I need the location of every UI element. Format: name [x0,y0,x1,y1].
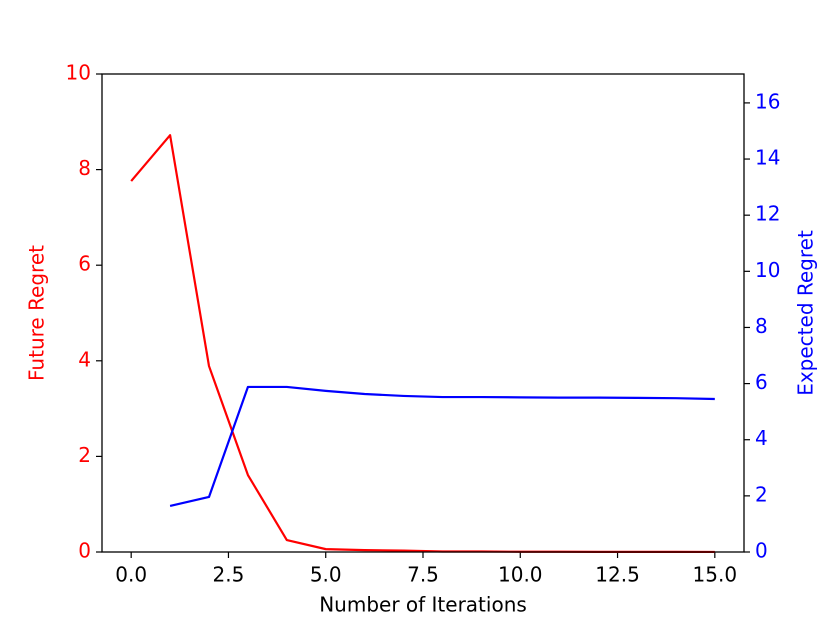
y2-tick-label: 8 [755,314,768,338]
x-tick-label: 0.0 [115,563,147,587]
x-tick-label: 12.5 [595,563,640,587]
x-tick-label: 15.0 [693,563,738,587]
y-axis-label: Future Regret [25,245,49,381]
y2-tick-label: 6 [755,370,768,394]
y-tick-label: 2 [78,443,91,467]
y2-tick-label: 14 [755,146,780,170]
y2-tick-label: 4 [755,426,768,450]
y-tick-label: 4 [78,347,91,371]
line [130,134,715,554]
y2-tick-label: 0 [755,539,768,563]
y-tick-label: 0 [78,539,91,563]
x-tick-label: 2.5 [213,563,245,587]
y2-axis-label: Expected Regret [794,230,818,396]
y-tick-label: 8 [78,156,91,180]
y-tick-label: 10 [66,61,91,85]
x-axis-label: Number of Iterations [319,593,527,617]
y2-tick-label: 10 [755,258,780,282]
plot-frame [101,73,745,553]
y2-tick-label: 12 [755,202,780,226]
x-tick-label: 10.0 [498,563,543,587]
y2-tick-label: 2 [755,482,768,506]
y2-tick-label: 16 [755,89,780,113]
y-tick-label: 6 [78,252,91,276]
x-tick-label: 7.5 [407,563,439,587]
line [169,385,715,508]
x-tick-label: 5.0 [310,563,342,587]
